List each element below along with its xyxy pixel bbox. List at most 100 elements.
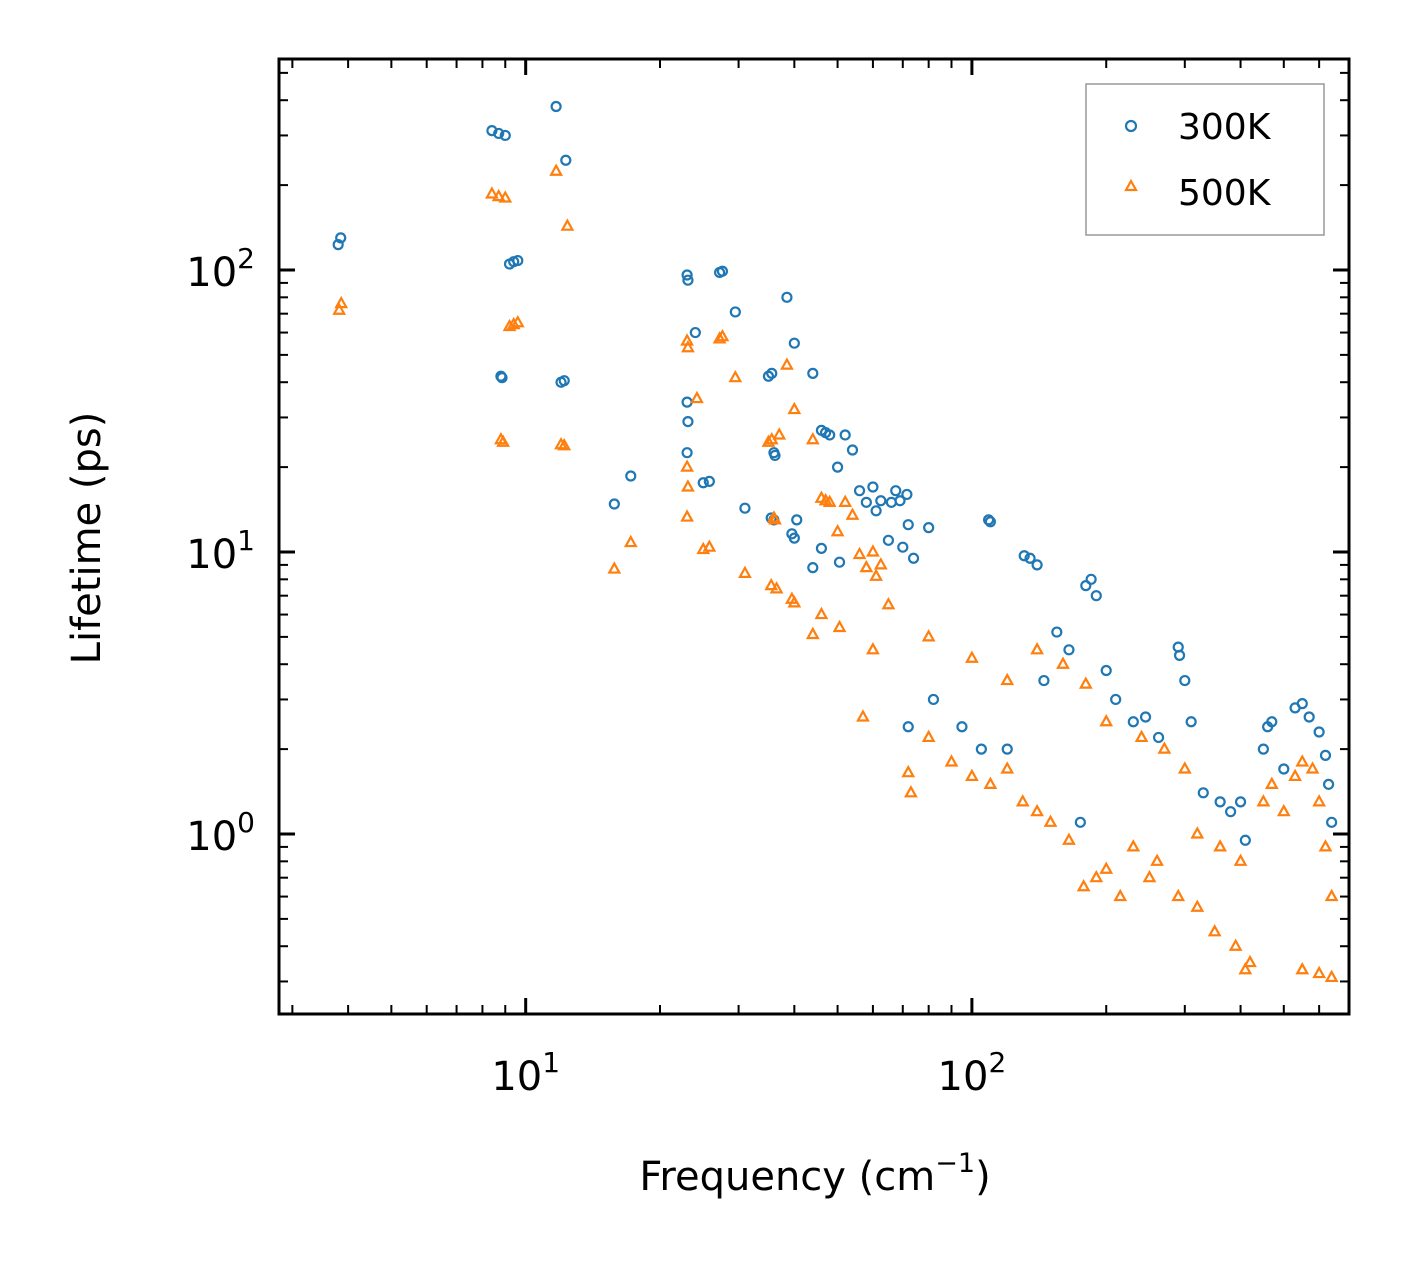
data-point-300k <box>682 415 694 428</box>
data-point-300k <box>1185 716 1197 728</box>
data-point-300k <box>1018 550 1030 562</box>
data-point-300k <box>1225 806 1237 818</box>
data-point-500k <box>1295 962 1310 975</box>
major-ticks <box>279 59 1349 1014</box>
data-point-500k <box>1113 888 1128 902</box>
data-point-500k <box>681 339 695 353</box>
data-point-500k <box>832 619 847 633</box>
data-point-300k <box>689 326 701 339</box>
data-point-300k <box>791 514 803 526</box>
data-point-300k <box>716 265 729 277</box>
data-point-300k <box>860 496 872 508</box>
data-point-500k <box>623 534 638 548</box>
legend-label-300k: 300K <box>1178 107 1272 148</box>
data-point-300k <box>697 477 709 489</box>
data-point-500k <box>1190 899 1205 912</box>
data-point-500k <box>1076 878 1091 892</box>
data-point-500k <box>904 785 918 798</box>
data-point-300k <box>496 372 508 384</box>
data-point-300k <box>493 127 505 140</box>
data-point-300k <box>512 254 524 267</box>
data-point-300k <box>867 481 879 493</box>
data-point-500k <box>1243 954 1257 968</box>
data-point-500k <box>712 331 727 344</box>
data-point-500k <box>681 479 695 492</box>
data-point-300k <box>1322 778 1335 790</box>
data-point-300k <box>332 239 344 251</box>
data-point-300k <box>1139 711 1152 723</box>
data-point-300k <box>1080 580 1092 592</box>
data-point-300k <box>839 429 851 441</box>
data-point-300k <box>1085 573 1097 585</box>
data-point-300k <box>1110 693 1122 706</box>
data-point-500k <box>485 186 499 199</box>
data-point-500k <box>680 509 694 522</box>
y-tick-label: 100 <box>186 806 255 860</box>
data-point-500k <box>1015 794 1030 807</box>
data-point-500k <box>1264 776 1279 789</box>
data-point-500k <box>1295 754 1310 767</box>
series-300k-points <box>332 100 1338 846</box>
data-point-300k <box>1266 716 1278 728</box>
data-point-500k <box>1043 814 1058 827</box>
data-point-300k <box>1074 816 1086 828</box>
data-point-300k <box>1100 664 1112 677</box>
data-point-300k <box>1296 698 1308 710</box>
data-point-300k <box>1152 731 1165 744</box>
data-point-500k <box>1312 965 1326 979</box>
data-point-500k <box>1238 962 1253 975</box>
data-point-300k <box>625 470 637 482</box>
data-point-500k <box>866 544 880 557</box>
data-point-500k <box>1233 853 1248 866</box>
data-point-300k <box>1319 749 1332 761</box>
data-point-300k <box>1173 649 1186 661</box>
data-point-300k <box>1038 674 1050 687</box>
x-tick-label: 101 <box>491 1046 560 1100</box>
data-point-300k <box>1197 787 1209 799</box>
data-point-300k <box>956 721 968 733</box>
data-point-500k <box>1056 656 1070 669</box>
data-point-500k <box>873 557 888 570</box>
data-point-500k <box>921 629 936 642</box>
data-point-300k <box>870 505 882 517</box>
data-point-500k <box>838 494 853 507</box>
data-point-500k <box>852 546 867 560</box>
data-point-500k <box>805 626 820 640</box>
data-point-300k <box>927 693 940 706</box>
data-point-500k <box>787 401 802 415</box>
data-point-500k <box>772 427 787 440</box>
data-point-300k <box>769 449 781 462</box>
data-point-500k <box>715 328 730 342</box>
data-point-500k <box>1000 761 1015 774</box>
data-point-500k <box>680 459 694 472</box>
data-point-500k <box>510 314 525 328</box>
data-point-500k <box>1078 676 1093 689</box>
data-point-300k <box>499 129 511 142</box>
x-axis-label: Frequency (cm−1) <box>639 1148 990 1200</box>
data-point-500k <box>1288 768 1302 782</box>
data-point-500k <box>787 595 802 608</box>
data-point-500k <box>769 581 784 594</box>
data-point-500k <box>1177 761 1192 774</box>
data-point-500k <box>1228 938 1243 951</box>
data-point-500k <box>830 523 845 537</box>
data-point-300k <box>815 542 828 554</box>
data-point-500k <box>1324 969 1339 983</box>
data-point-500k <box>1305 761 1320 774</box>
y-axis-label: Lifetime (ps) <box>64 412 110 665</box>
data-point-300k <box>853 485 866 497</box>
data-point-500k <box>1099 714 1114 727</box>
data-point-500k <box>944 754 959 767</box>
y-tick-labels: 100 101 102 <box>186 242 255 860</box>
data-point-500k <box>560 218 575 231</box>
data-point-500k <box>1312 794 1326 807</box>
data-point-300k <box>560 154 572 166</box>
data-point-500k <box>496 434 510 447</box>
series-500k-points <box>332 163 1339 983</box>
data-point-500k <box>1318 839 1333 852</box>
data-point-300k <box>1024 552 1036 564</box>
data-point-300k <box>807 367 819 379</box>
x-tick-label: 102 <box>938 1046 1007 1100</box>
data-point-300k <box>1031 559 1043 571</box>
